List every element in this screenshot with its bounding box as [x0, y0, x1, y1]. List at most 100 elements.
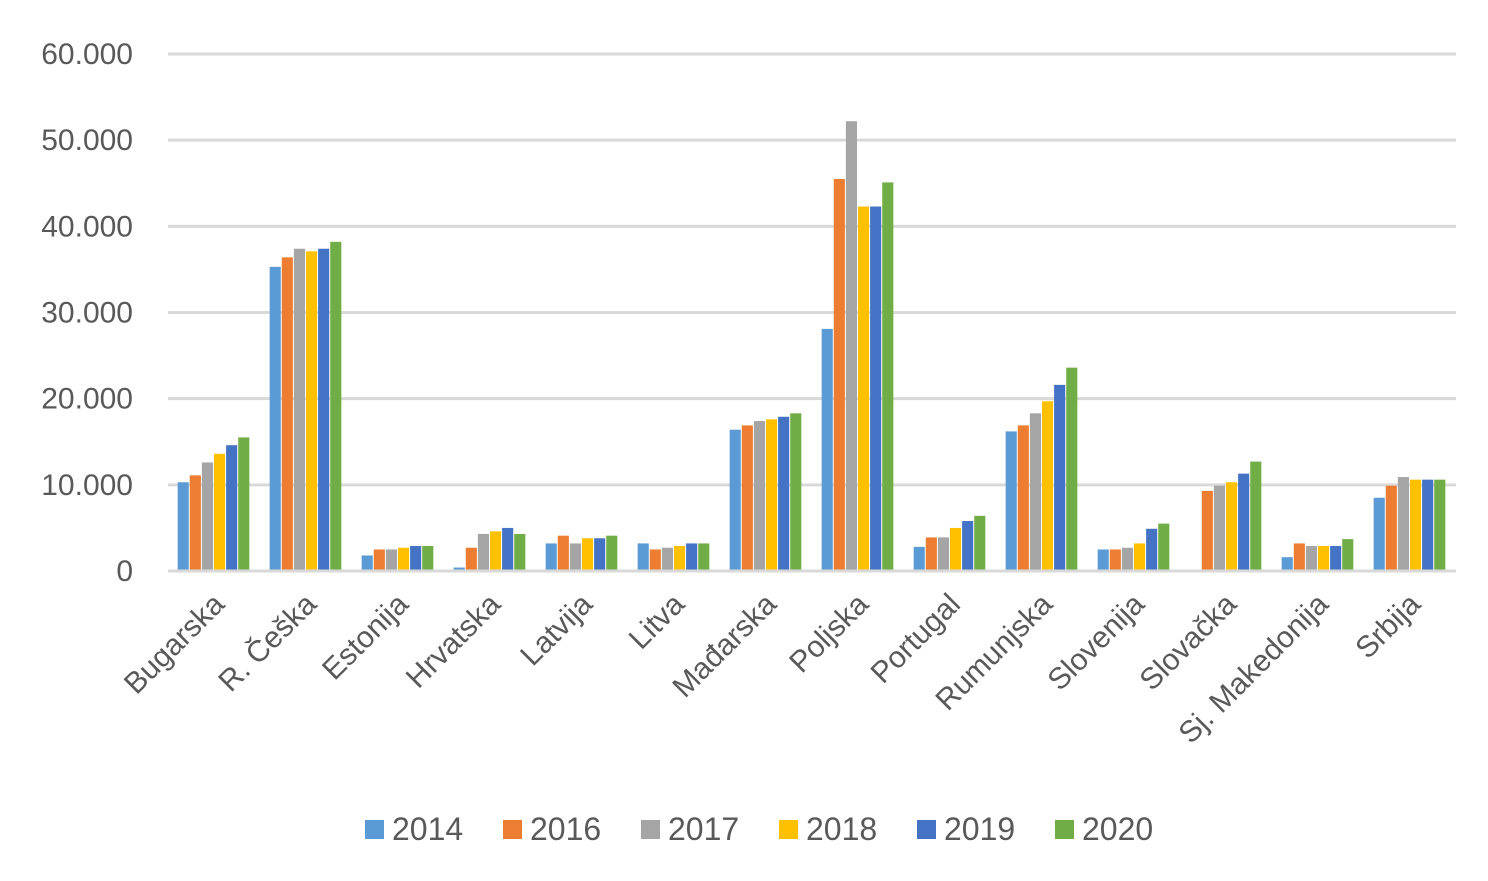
x-tick-label: Litva — [623, 587, 691, 655]
y-axis-tick-labels: 0 10.000 20.000 30.000 40.000 50.000 60.000 — [41, 38, 133, 588]
bar — [778, 416, 790, 571]
bar — [189, 475, 201, 571]
bar — [1213, 485, 1225, 571]
bar — [1238, 473, 1250, 571]
legend-swatch — [779, 820, 798, 839]
bar — [870, 206, 882, 571]
bar — [1146, 528, 1158, 571]
y-tick-label: 20.000 — [41, 383, 133, 416]
bar — [974, 515, 986, 571]
legend-swatch — [503, 820, 522, 839]
y-tick-label: 30.000 — [41, 297, 133, 330]
bar — [766, 419, 778, 571]
bars — [177, 121, 1446, 572]
bar — [385, 549, 397, 571]
bar — [1201, 490, 1213, 571]
x-tick-label: Latvija — [514, 587, 599, 672]
y-tick-label: 50.000 — [41, 124, 133, 157]
bar — [422, 546, 434, 571]
bar — [490, 531, 502, 571]
bar — [594, 538, 606, 571]
bar — [1385, 485, 1397, 571]
y-tick-label: 40.000 — [41, 210, 133, 243]
bar — [1134, 543, 1146, 571]
bar — [882, 182, 894, 571]
bar — [306, 251, 318, 572]
x-tick-label: Slovenija — [1042, 587, 1152, 697]
legend-label: 2018 — [806, 811, 877, 847]
bar — [753, 421, 765, 571]
bar — [201, 462, 213, 571]
bar — [1373, 497, 1385, 571]
x-tick-label: R. Češka — [212, 587, 323, 698]
legend-label: 2016 — [530, 811, 601, 847]
bar — [398, 547, 410, 571]
x-tick-label: Poljska — [783, 587, 875, 679]
bar — [925, 537, 937, 571]
bar — [661, 547, 673, 571]
legend-label: 2020 — [1082, 811, 1153, 847]
bar — [177, 482, 189, 571]
bar — [1305, 546, 1317, 571]
bar — [1226, 482, 1238, 571]
gridlines — [168, 52, 1456, 487]
bar — [1330, 546, 1342, 571]
bar — [214, 453, 226, 571]
bar — [913, 546, 925, 571]
bar — [937, 537, 949, 571]
bar — [1029, 413, 1041, 571]
bar — [1250, 461, 1262, 571]
legend-swatch — [641, 820, 660, 839]
bar — [1109, 549, 1121, 571]
x-tick-label: Srbija — [1349, 587, 1427, 665]
bar — [790, 413, 802, 571]
bar — [674, 546, 686, 571]
bar — [1318, 546, 1330, 571]
bar — [569, 543, 581, 571]
bar — [1293, 543, 1305, 571]
legend: 2014 2016 2017 2018 2019 2020 — [365, 811, 1153, 847]
legend-label: 2014 — [392, 811, 463, 847]
legend-swatch — [1055, 820, 1074, 839]
bar — [1422, 479, 1434, 571]
bar — [950, 527, 962, 571]
bar — [741, 425, 753, 571]
bar — [1410, 479, 1422, 571]
bar — [281, 257, 293, 571]
bar — [845, 121, 857, 572]
bar — [318, 248, 330, 571]
y-tick-label: 60.000 — [41, 38, 133, 71]
bar — [1434, 479, 1446, 571]
bar — [962, 521, 974, 571]
bar — [293, 248, 305, 571]
y-tick-label: 10.000 — [41, 469, 133, 502]
bar — [502, 527, 514, 571]
bar — [606, 535, 618, 571]
bar — [833, 178, 845, 572]
bar — [330, 241, 342, 572]
bar — [698, 543, 710, 571]
bar — [729, 429, 741, 571]
bar — [361, 555, 373, 571]
x-tick-label: Bugarska — [118, 587, 231, 700]
legend-label: 2017 — [668, 811, 739, 847]
bar — [686, 543, 698, 571]
bar — [637, 543, 649, 571]
bar — [1054, 384, 1066, 571]
bar — [582, 538, 594, 571]
y-tick-label: 0 — [116, 555, 133, 588]
bar — [1281, 557, 1293, 571]
bar — [1121, 547, 1133, 571]
bar — [410, 546, 422, 571]
bar — [373, 549, 385, 571]
bar — [1342, 539, 1354, 571]
bar — [269, 266, 281, 571]
bar — [557, 535, 569, 571]
bar — [1017, 425, 1029, 571]
legend-swatch — [917, 820, 936, 839]
bar — [226, 445, 238, 571]
legend-label: 2019 — [944, 811, 1015, 847]
bar — [1005, 431, 1017, 571]
